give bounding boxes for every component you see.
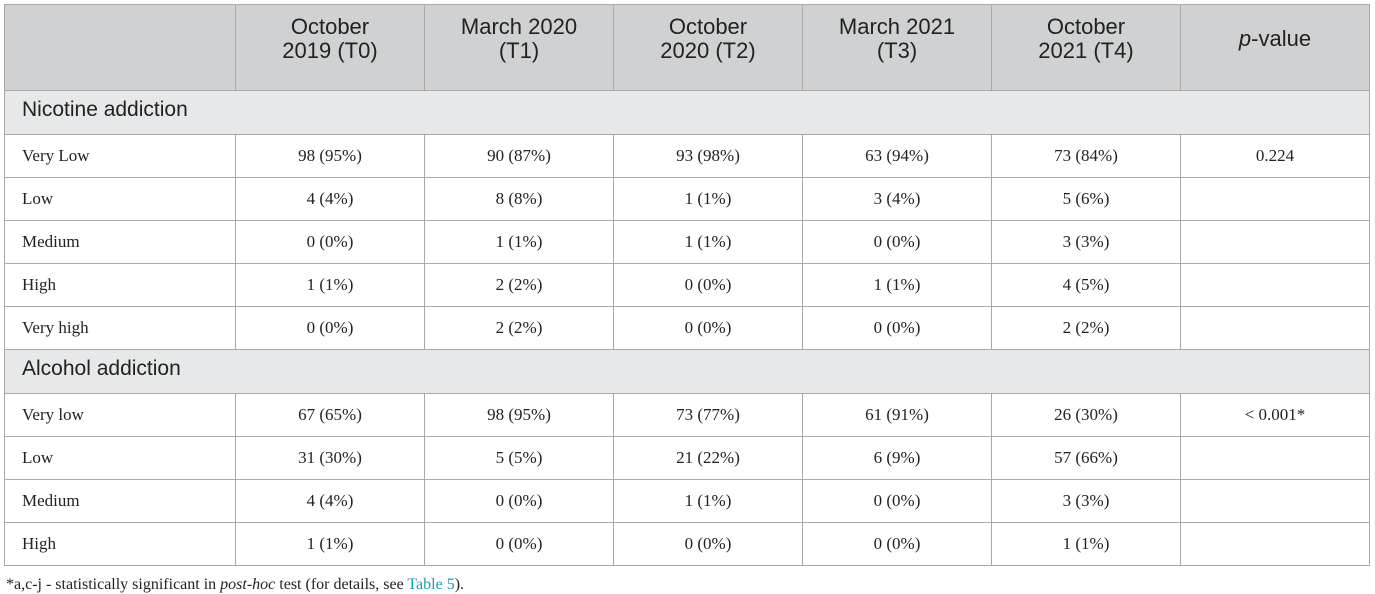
pvalue-cell: [1180, 436, 1370, 480]
table-row: High 1 (1%) 2 (2%) 0 (0%) 1 (1%) 4 (5%): [4, 263, 1370, 307]
table-row: Low 4 (4%) 8 (8%) 1 (1%) 3 (4%) 5 (6%): [4, 177, 1370, 221]
value-cell: 1 (1%): [424, 220, 614, 264]
value-cell: 63 (94%): [802, 134, 992, 178]
value-cell: 2 (2%): [424, 306, 614, 350]
value-cell: 90 (87%): [424, 134, 614, 178]
row-label: Medium: [4, 479, 236, 523]
section-title: Alcohol addiction: [4, 349, 1370, 394]
row-label: Low: [4, 177, 236, 221]
table-body: Nicotine addiction Very Low 98 (95%) 90 (87…: [4, 90, 1370, 566]
header-cell-t1: March 2020 (T1): [424, 4, 614, 91]
value-cell: 0 (0%): [424, 522, 614, 566]
table-row: Very high 0 (0%) 2 (2%) 0 (0%) 0 (0%) 2 (2%): [4, 306, 1370, 350]
value-cell: 8 (8%): [424, 177, 614, 221]
value-cell: 93 (98%): [613, 134, 803, 178]
header-cell-t2: October 2020 (T2): [613, 4, 803, 91]
pvalue-cell: [1180, 220, 1370, 264]
row-label: Very Low: [4, 134, 236, 178]
row-label: High: [4, 522, 236, 566]
value-cell: 21 (22%): [613, 436, 803, 480]
value-cell: 4 (4%): [235, 479, 425, 523]
value-cell: 0 (0%): [802, 479, 992, 523]
value-cell: 0 (0%): [613, 263, 803, 307]
data-table: October 2019 (T0) March 2020 (T1) October 2…: [4, 4, 1370, 566]
value-cell: 61 (91%): [802, 393, 992, 437]
footnote: *a,c-j - statistically significant in po…: [6, 576, 465, 593]
header-cell-pvalue: p-value: [1180, 4, 1370, 91]
row-label: Very high: [4, 306, 236, 350]
value-cell: 0 (0%): [802, 306, 992, 350]
table-row: Medium 4 (4%) 0 (0%) 1 (1%) 0 (0%) 3 (3%): [4, 479, 1370, 523]
value-cell: 1 (1%): [613, 177, 803, 221]
pvalue-cell: 0.224: [1180, 134, 1370, 178]
value-cell: 0 (0%): [613, 306, 803, 350]
header-cell-t0: October 2019 (T0): [235, 4, 425, 91]
value-cell: 1 (1%): [235, 263, 425, 307]
value-cell: 4 (5%): [991, 263, 1181, 307]
value-cell: 4 (4%): [235, 177, 425, 221]
row-label: Very low: [4, 393, 236, 437]
pvalue-cell: [1180, 522, 1370, 566]
value-cell: 0 (0%): [424, 479, 614, 523]
value-cell: 0 (0%): [613, 522, 803, 566]
table-row: Very low 67 (65%) 98 (95%) 73 (77%) 61 (91%)…: [4, 393, 1370, 437]
table-row: High 1 (1%) 0 (0%) 0 (0%) 0 (0%) 1 (1%): [4, 522, 1370, 566]
value-cell: 0 (0%): [235, 306, 425, 350]
pvalue-cell: [1180, 263, 1370, 307]
value-cell: 0 (0%): [235, 220, 425, 264]
value-cell: 0 (0%): [802, 220, 992, 264]
value-cell: 5 (5%): [424, 436, 614, 480]
row-label: Medium: [4, 220, 236, 264]
row-label: High: [4, 263, 236, 307]
value-cell: 1 (1%): [613, 220, 803, 264]
value-cell: 31 (30%): [235, 436, 425, 480]
table-row: Low 31 (30%) 5 (5%) 21 (22%) 6 (9%) 57 (66%): [4, 436, 1370, 480]
value-cell: 67 (65%): [235, 393, 425, 437]
table-row: Medium 0 (0%) 1 (1%) 1 (1%) 0 (0%) 3 (3%): [4, 220, 1370, 264]
section-title: Nicotine addiction: [4, 90, 1370, 135]
pvalue-cell: [1180, 177, 1370, 221]
value-cell: 3 (4%): [802, 177, 992, 221]
value-cell: 0 (0%): [802, 522, 992, 566]
header-cell-t4: October 2021 (T4): [991, 4, 1181, 91]
value-cell: 2 (2%): [424, 263, 614, 307]
pvalue-cell: < 0.001*: [1180, 393, 1370, 437]
value-cell: 3 (3%): [991, 479, 1181, 523]
row-label: Low: [4, 436, 236, 480]
header-row: October 2019 (T0) March 2020 (T1) October 2…: [4, 4, 1370, 91]
value-cell: 26 (30%): [991, 393, 1181, 437]
pvalue-cell: [1180, 306, 1370, 350]
value-cell: 98 (95%): [235, 134, 425, 178]
value-cell: 73 (84%): [991, 134, 1181, 178]
value-cell: 98 (95%): [424, 393, 614, 437]
table-row: Very Low 98 (95%) 90 (87%) 93 (98%) 63 (94%)…: [4, 134, 1370, 178]
table-wrapper: October 2019 (T0) March 2020 (T1) October 2…: [4, 4, 1370, 594]
value-cell: 1 (1%): [802, 263, 992, 307]
value-cell: 6 (9%): [802, 436, 992, 480]
table-5-link[interactable]: Table 5: [407, 576, 455, 593]
value-cell: 1 (1%): [991, 522, 1181, 566]
section-row: Alcohol addiction: [4, 349, 1370, 394]
header-cell-empty: [4, 4, 236, 91]
value-cell: 5 (6%): [991, 177, 1181, 221]
value-cell: 73 (77%): [613, 393, 803, 437]
value-cell: 1 (1%): [235, 522, 425, 566]
value-cell: 1 (1%): [613, 479, 803, 523]
value-cell: 2 (2%): [991, 306, 1181, 350]
value-cell: 3 (3%): [991, 220, 1181, 264]
pvalue-cell: [1180, 479, 1370, 523]
header-cell-t3: March 2021 (T3): [802, 4, 992, 91]
value-cell: 57 (66%): [991, 436, 1181, 480]
section-row: Nicotine addiction: [4, 90, 1370, 135]
